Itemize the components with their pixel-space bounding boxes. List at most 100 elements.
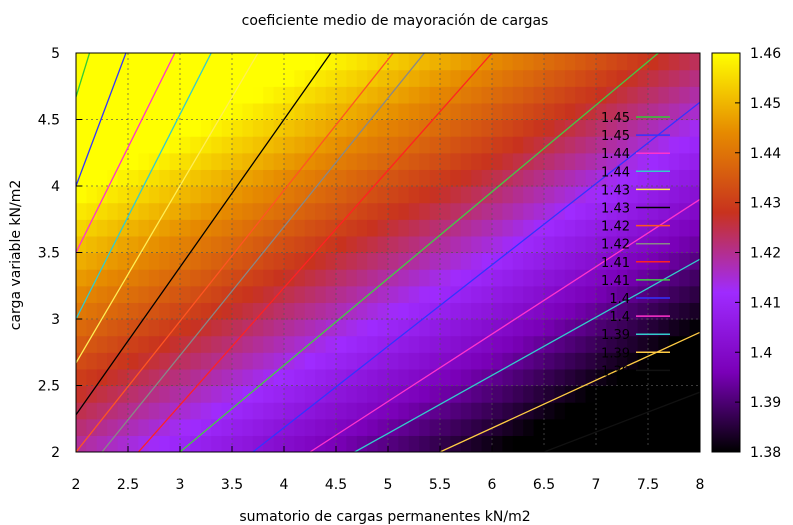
heatmap-cell <box>533 418 545 436</box>
heatmap-cell <box>544 302 555 320</box>
heatmap-cell <box>138 219 150 237</box>
heatmap-cell <box>96 418 108 436</box>
heatmap-cell <box>107 319 119 337</box>
heatmap-cell <box>648 385 659 403</box>
heatmap-cell <box>575 119 587 137</box>
heatmap-cell <box>627 368 639 387</box>
heatmap-cell <box>523 102 535 121</box>
heatmap-cell <box>96 102 108 121</box>
y-tick-label: 4.5 <box>38 113 60 129</box>
heatmap-cell <box>96 53 108 71</box>
heatmap-cell <box>86 352 98 370</box>
heatmap-cell <box>408 219 420 237</box>
heatmap-cell <box>648 352 659 370</box>
heatmap-cell <box>180 269 191 287</box>
heatmap-cell <box>398 385 410 403</box>
legend-label: 1.39 <box>601 346 630 361</box>
heatmap-cell <box>232 219 243 237</box>
heatmap-cell <box>512 53 524 71</box>
heatmap-cell <box>304 219 316 237</box>
heatmap-cell <box>492 302 503 320</box>
heatmap-cell <box>689 169 700 187</box>
heatmap-cell <box>346 169 358 187</box>
heatmap-cell <box>627 53 639 71</box>
heatmap-cell <box>523 368 535 387</box>
heatmap-cell <box>627 136 639 154</box>
heatmap-cell <box>221 202 233 220</box>
legend-label: 1.4 <box>609 292 630 307</box>
heatmap-cell <box>148 186 160 204</box>
heatmap-cell <box>627 102 639 121</box>
heatmap-cell <box>460 352 472 370</box>
heatmap-cell <box>180 435 191 452</box>
heatmap-cell <box>627 269 639 287</box>
heatmap-cell <box>637 169 649 187</box>
heatmap-cell <box>658 169 670 187</box>
heatmap-cell <box>512 152 524 170</box>
heatmap-cell <box>616 352 628 370</box>
heatmap-cell <box>221 402 233 420</box>
heatmap-cell <box>533 235 545 254</box>
heatmap-cell <box>408 152 420 170</box>
heatmap-cell <box>367 335 379 353</box>
heatmap-cell <box>315 368 327 387</box>
heatmap-cell <box>107 69 119 87</box>
heatmap-cell <box>252 86 264 104</box>
heatmap-cell <box>180 319 191 337</box>
heatmap-cell <box>419 385 431 403</box>
heatmap-cell <box>284 252 295 270</box>
heatmap-cell <box>419 352 431 370</box>
heatmap-cell <box>512 119 524 137</box>
heatmap-cell <box>148 352 160 370</box>
heatmap-cell <box>429 219 441 237</box>
heatmap-cell <box>450 418 462 436</box>
heatmap-cell <box>585 402 597 420</box>
plot-area <box>76 53 700 452</box>
heatmap-cell <box>637 69 649 87</box>
heatmap-cell <box>554 235 566 254</box>
heatmap-cell <box>148 385 160 403</box>
heatmap-cell <box>180 352 191 370</box>
heatmap-cell <box>648 186 659 204</box>
heatmap-cell <box>554 86 566 104</box>
heatmap-cell <box>419 418 431 436</box>
heatmap-cell <box>346 352 358 370</box>
heatmap-cell <box>367 235 379 254</box>
heatmap-cell <box>408 285 420 303</box>
heatmap-cell <box>679 302 691 320</box>
heatmap-cell <box>377 152 389 170</box>
heatmap-cell <box>512 219 524 237</box>
heatmap-cell <box>492 418 503 436</box>
heatmap-cell <box>512 136 524 154</box>
heatmap-cell <box>429 119 441 137</box>
x-tick-label: 3.5 <box>221 477 243 493</box>
heatmap-cell <box>429 435 441 452</box>
heatmap-cell <box>627 202 639 220</box>
heatmap-cell <box>679 269 691 287</box>
heatmap-cell <box>596 102 607 121</box>
heatmap-cell <box>190 169 202 187</box>
heatmap-cell <box>533 86 545 104</box>
heatmap-cell <box>471 186 483 204</box>
heatmap-cell <box>627 252 639 270</box>
heatmap-cell <box>242 136 254 154</box>
heatmap-cell <box>356 152 368 170</box>
heatmap-cell <box>367 186 379 204</box>
heatmap-cell <box>294 86 306 104</box>
heatmap-cell <box>419 169 431 187</box>
heatmap-cell <box>211 102 223 121</box>
heatmap-cell <box>86 435 98 452</box>
heatmap-cell <box>575 285 587 303</box>
heatmap-cell <box>117 352 129 370</box>
heatmap-cell <box>575 152 587 170</box>
heatmap-cell <box>637 202 649 220</box>
heatmap-cell <box>86 235 98 254</box>
heatmap-cell <box>128 252 139 270</box>
x-tick-label: 6.5 <box>533 477 555 493</box>
heatmap-cell <box>419 53 431 71</box>
heatmap-cell <box>637 53 649 71</box>
heatmap-cell <box>180 235 191 254</box>
heatmap-cell <box>377 302 389 320</box>
heatmap-cell <box>169 418 181 436</box>
